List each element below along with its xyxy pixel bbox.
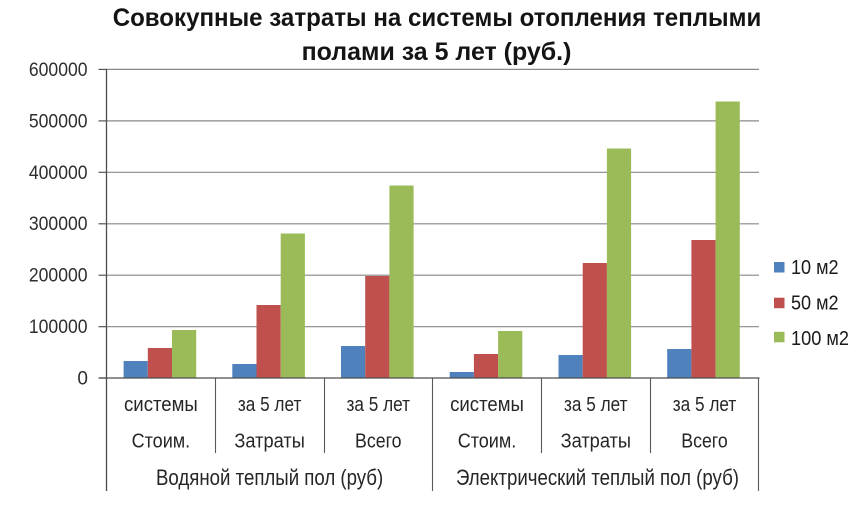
svg-text:Электрический теплый пол (руб): Электрический теплый пол (руб) (456, 465, 739, 490)
svg-text:за 5 лет: за 5 лет (347, 394, 411, 416)
svg-text:0: 0 (77, 369, 88, 390)
svg-text:50 м2: 50 м2 (791, 292, 839, 315)
svg-text:10 м2: 10 м2 (791, 256, 839, 279)
svg-text:системы: системы (124, 394, 198, 416)
svg-text:за 5 лет: за 5 лет (564, 394, 628, 416)
svg-text:Стоим.: Стоим. (132, 431, 191, 453)
svg-text:полами за 5 лет (руб.): полами за 5 лет (руб.) (302, 38, 572, 66)
svg-text:за 5 лет: за 5 лет (673, 394, 737, 416)
svg-text:600000: 600000 (29, 60, 88, 81)
svg-text:Всего: Всего (355, 431, 402, 453)
svg-text:Всего: Всего (681, 431, 728, 453)
svg-text:300000: 300000 (29, 214, 88, 235)
svg-text:100000: 100000 (29, 317, 88, 338)
svg-text:за 5 лет: за 5 лет (238, 394, 302, 416)
svg-text:100 м2: 100 м2 (791, 327, 849, 350)
svg-text:Водяной теплый пол (руб): Водяной теплый пол (руб) (156, 465, 383, 490)
svg-text:системы: системы (450, 394, 524, 416)
svg-text:Совокупные затраты на системы: Совокупные затраты на системы отопления … (113, 4, 762, 32)
svg-text:Затраты: Затраты (561, 431, 631, 453)
svg-text:400000: 400000 (29, 163, 88, 184)
svg-text:500000: 500000 (29, 111, 88, 132)
svg-text:200000: 200000 (29, 266, 88, 287)
svg-text:Затраты: Затраты (234, 431, 304, 453)
svg-text:Стоим.: Стоим. (458, 431, 517, 453)
